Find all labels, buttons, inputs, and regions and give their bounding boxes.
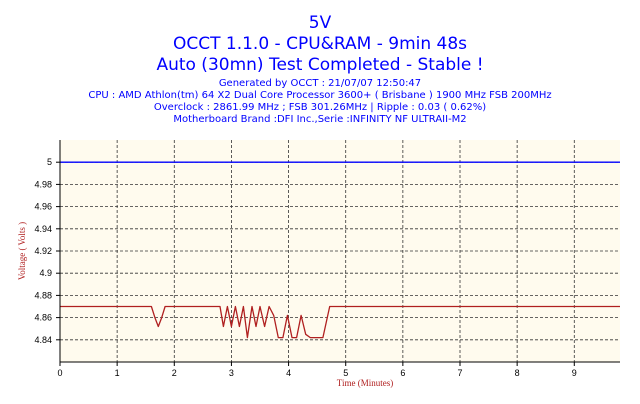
chart-title-status: Auto (30mn) Test Completed - Stable ! [156,55,484,75]
x-tick-label-6: 6 [400,368,405,378]
x-tick-label-4: 4 [286,368,291,378]
x-tick-label-2: 2 [172,368,177,378]
x-tick-label-5: 5 [343,368,348,378]
y-axis-title: Voltage ( Volts ) [17,222,27,280]
x-tick-labels: 0 1 2 3 4 5 6 7 8 9 [57,368,576,378]
axes [56,140,620,366]
x-tick-label-0: 0 [57,368,62,378]
x-axis-title: Time (Minutes) [337,378,393,388]
info-cpu: CPU : AMD Athlon(tm) 64 X2 Dual Core Pro… [88,90,552,101]
y-tick-label-1: 4.86 [34,313,52,323]
x-tick-label-8: 8 [515,368,520,378]
x-tick-label-3: 3 [229,368,234,378]
y-tick-label-8: 5 [47,157,52,167]
chart-header: 5V OCCT 1.1.0 - CPU&RAM - 9min 48s Auto … [0,0,640,126]
chart-title-test: OCCT 1.1.0 - CPU&RAM - 9min 48s [172,34,468,54]
y-tick-labels: 4.84 4.86 4.88 4.9 4.92 4.94 4.96 4.98 5 [34,157,52,345]
x-tick-label-1: 1 [115,368,120,378]
series-group [60,305,620,339]
series-line-0 [60,305,620,339]
y-tick-label-5: 4.94 [34,224,52,234]
y-tick-label-3: 4.9 [39,268,52,278]
y-tick-label-2: 4.88 [34,290,52,300]
info-generated: Generated by OCCT : 21/07/07 12:50:47 [218,78,422,89]
y-tick-label-0: 4.84 [34,335,52,345]
info-overclock: Overclock : 2861.99 MHz ; FSB 301.26MHz … [153,102,487,113]
x-tick-label-9: 9 [572,368,577,378]
y-tick-label-7: 4.98 [34,179,52,189]
x-tick-label-7: 7 [457,368,462,378]
y-tick-label-4: 4.92 [34,246,52,256]
info-motherboard: Motherboard Brand :DFI Inc.,Serie :INFIN… [173,114,467,125]
y-tick-label-6: 4.96 [34,202,52,212]
grid-lines [60,140,620,362]
chart-title-voltage: 5V [308,13,332,33]
